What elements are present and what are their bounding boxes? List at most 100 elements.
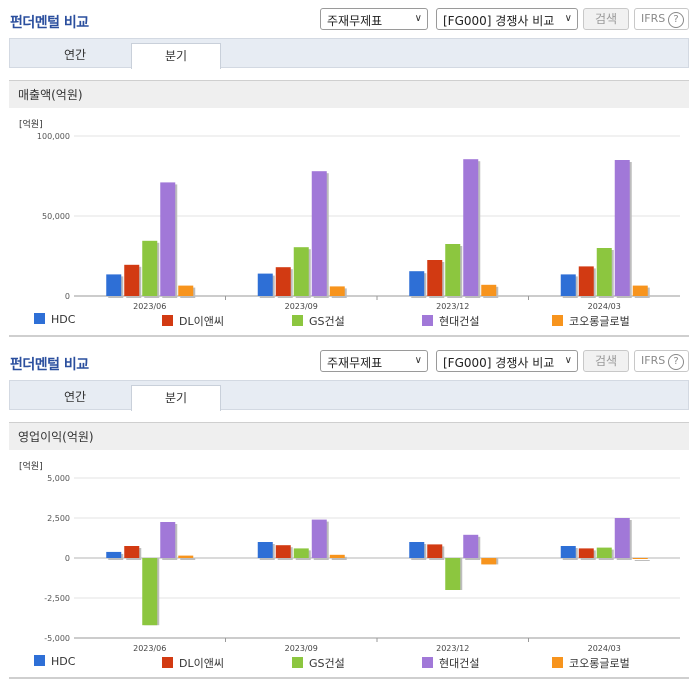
panel-title: 펀더멘털 비교 xyxy=(10,357,89,373)
peer-group-select-value: [FG000] 경쟁사 비교 xyxy=(443,14,555,28)
operating-income-chart: [억원] 5,000 2,500 0 -2,500 -5,000 2023/06 2023/0… xyxy=(19,460,680,653)
bar xyxy=(293,548,309,558)
bar xyxy=(596,248,612,296)
legend-item[interactable]: HDC xyxy=(34,313,75,326)
divider xyxy=(9,677,689,679)
bar xyxy=(124,264,140,296)
fundamental-panel-operating-income: 펀더멘털 비교 주재무제표 ∨ [FG000] 경쟁사 비교 ∨ 검색 IFRS? … xyxy=(0,342,696,684)
bar xyxy=(481,284,497,296)
bar xyxy=(409,542,425,558)
bar xyxy=(275,267,291,296)
revenue-chart: [억원] 100,000 50,000 0 2023/06 2023/09 2023/12 2… xyxy=(19,118,680,311)
bar xyxy=(409,271,425,296)
legend-label: GS건설 xyxy=(309,657,345,670)
tab-quarterly[interactable]: 분기 xyxy=(131,385,221,411)
legend-swatch xyxy=(422,657,433,668)
peer-group-select-value: [FG000] 경쟁사 비교 xyxy=(443,356,555,370)
legend-label: HDC xyxy=(51,655,76,668)
ifrs-button[interactable]: IFRS? xyxy=(634,8,689,30)
x-tick-label: 2023/12 xyxy=(436,644,469,653)
tab-annual[interactable]: 연간 xyxy=(63,48,87,62)
bar xyxy=(142,240,158,296)
legend-label: 현대건설 xyxy=(439,657,480,670)
x-tick-label: 2024/03 xyxy=(588,644,621,653)
bar xyxy=(560,274,576,296)
y-tick-label: 0 xyxy=(65,554,70,563)
bar xyxy=(311,519,327,558)
legend-label: GS건설 xyxy=(309,315,345,328)
legend-item[interactable]: GS건설 xyxy=(292,313,345,329)
tab-annual[interactable]: 연간 xyxy=(63,390,87,404)
bar xyxy=(578,548,594,558)
search-button[interactable]: 검색 xyxy=(583,350,629,372)
y-tick-label: 2,500 xyxy=(47,514,70,523)
legend-item[interactable]: GS건설 xyxy=(292,655,345,671)
period-tabs: 연간 분기 xyxy=(9,380,689,411)
period-tabs: 연간 분기 xyxy=(9,38,689,69)
x-tick-label: 2023/06 xyxy=(133,644,166,653)
ifrs-label: IFRS xyxy=(641,354,666,367)
bar xyxy=(257,273,273,296)
y-tick-label: 50,000 xyxy=(42,212,70,221)
legend-item[interactable]: 코오롱글로벌 xyxy=(552,313,630,329)
legend-item[interactable]: 현대건설 xyxy=(422,313,479,329)
ifrs-label: IFRS xyxy=(641,12,666,25)
legend-item[interactable]: HDC xyxy=(34,655,75,668)
help-icon[interactable]: ? xyxy=(668,354,684,370)
legend-item[interactable]: DL이앤씨 xyxy=(162,313,224,329)
tab-quarterly[interactable]: 분기 xyxy=(131,43,221,69)
bar xyxy=(614,518,630,558)
legend-item[interactable]: DL이앤씨 xyxy=(162,655,224,671)
ifrs-button[interactable]: IFRS? xyxy=(634,350,689,372)
y-unit-label: [억원] xyxy=(19,118,43,130)
bar xyxy=(445,244,461,296)
peer-group-select[interactable]: [FG000] 경쟁사 비교 ∨ xyxy=(436,8,578,30)
chevron-down-icon: ∨ xyxy=(414,355,422,366)
legend-swatch xyxy=(422,315,433,326)
bar xyxy=(160,522,176,558)
legend-item[interactable]: 현대건설 xyxy=(422,655,479,671)
chevron-down-icon: ∨ xyxy=(564,355,572,366)
section-label: 매출액(억원) xyxy=(9,80,689,108)
chevron-down-icon: ∨ xyxy=(414,13,422,24)
legend-swatch xyxy=(292,657,303,668)
bar xyxy=(329,286,345,296)
legend-label: DL이앤씨 xyxy=(179,315,224,328)
help-icon[interactable]: ? xyxy=(668,12,684,28)
x-tick-label: 2023/09 xyxy=(285,302,318,311)
x-tick-label: 2023/09 xyxy=(285,644,318,653)
bar xyxy=(463,159,479,296)
bar xyxy=(560,546,576,558)
legend-item[interactable]: 코오롱글로벌 xyxy=(552,655,630,671)
peer-group-select[interactable]: [FG000] 경쟁사 비교 ∨ xyxy=(436,350,578,372)
bar xyxy=(293,247,309,296)
bar xyxy=(142,558,158,626)
y-tick-label: 100,000 xyxy=(37,132,70,141)
statement-select[interactable]: 주재무제표 ∨ xyxy=(320,350,428,372)
bar xyxy=(481,558,497,565)
legend-label: 코오롱글로벌 xyxy=(569,657,630,670)
bar-shadow xyxy=(331,556,347,560)
bar xyxy=(257,542,273,558)
bar xyxy=(124,546,140,558)
bar xyxy=(329,554,345,558)
bar xyxy=(596,547,612,558)
bar xyxy=(614,160,630,296)
y-tick-label: 5,000 xyxy=(47,474,70,483)
x-tick-label: 2024/03 xyxy=(588,302,621,311)
legend-swatch xyxy=(552,657,563,668)
search-button[interactable]: 검색 xyxy=(583,8,629,30)
bar xyxy=(427,260,443,296)
bar xyxy=(178,555,194,558)
bar xyxy=(632,285,648,296)
legend-swatch xyxy=(34,655,45,666)
chevron-down-icon: ∨ xyxy=(564,13,572,24)
bar xyxy=(463,534,479,558)
bar xyxy=(445,558,461,590)
legend-swatch xyxy=(292,315,303,326)
x-tick-label: 2023/12 xyxy=(436,302,469,311)
bar xyxy=(632,558,648,559)
bar xyxy=(160,182,176,296)
statement-select[interactable]: 주재무제표 ∨ xyxy=(320,8,428,30)
y-tick-label: -2,500 xyxy=(44,594,70,603)
